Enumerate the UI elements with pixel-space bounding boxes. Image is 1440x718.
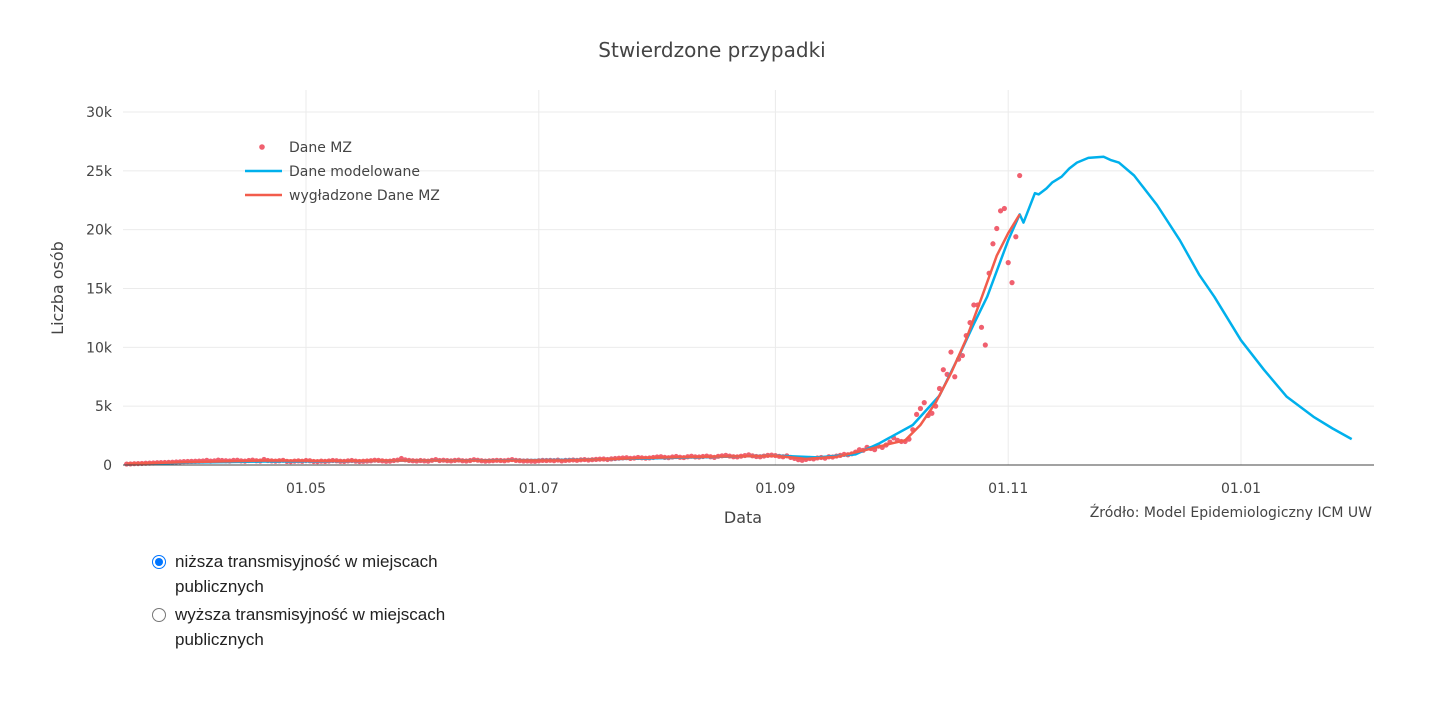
- data-point-dane-mz: [990, 241, 996, 247]
- data-point-dane-mz: [971, 302, 977, 308]
- legend[interactable]: Dane MZ Dane modelowane wygładzone Dane MZ: [245, 140, 440, 204]
- source-annotation: Źródło: Model Epidemiologiczny ICM UW: [1090, 503, 1372, 521]
- radio-option-lower-transmission[interactable]: niższa transmisyjność w miejscach public…: [150, 552, 465, 599]
- data-point-dane-mz: [1005, 260, 1011, 266]
- chart-title: Stwierdzone przypadki: [598, 38, 825, 62]
- data-point-dane-mz: [982, 342, 988, 348]
- data-point-dane-mz: [978, 324, 985, 330]
- data-point-dane-mz: [1009, 280, 1015, 286]
- series-line-wygladzone-dane-mz: [126, 213, 1021, 466]
- radio-label[interactable]: niższa transmisyjność w miejscach public…: [175, 552, 438, 596]
- legend-label: Dane MZ: [289, 140, 352, 156]
- scenario-radio-group: niższa transmisyjność w miejscach public…: [150, 552, 465, 658]
- legend-item[interactable]: wygładzone Dane MZ: [245, 188, 440, 204]
- data-point-dane-mz: [997, 208, 1004, 214]
- y-tick-label: 15k: [86, 282, 113, 298]
- data-point-dane-mz: [917, 405, 924, 412]
- x-tick-label: 01.01: [1221, 481, 1261, 497]
- data-point-dane-mz: [994, 225, 1000, 232]
- series-layer: [124, 155, 1353, 467]
- data-point-dane-mz: [948, 349, 954, 355]
- data-point-dane-mz: [936, 385, 943, 392]
- x-tick-label: 01.05: [286, 481, 326, 497]
- y-tick-label: 20k: [86, 223, 113, 239]
- data-point-dane-mz: [940, 367, 946, 373]
- y-tick-label: 25k: [86, 164, 113, 180]
- data-point-dane-mz: [921, 400, 927, 406]
- axes: 0 5k 10k 15k 20k 25k 30k 01.05 01.07 01.09 01.11 01…: [86, 105, 1374, 497]
- data-point-dane-mz: [952, 374, 958, 380]
- legend-item[interactable]: Dane MZ: [259, 140, 352, 156]
- legend-item[interactable]: Dane modelowane: [245, 164, 420, 180]
- legend-label: Dane modelowane: [289, 164, 420, 180]
- y-axis-label: Liczba osób: [48, 241, 67, 335]
- radio-button[interactable]: [152, 608, 166, 622]
- y-tick-label: 5k: [95, 399, 113, 415]
- data-point-dane-mz: [1017, 172, 1023, 179]
- x-tick-label: 01.11: [988, 481, 1028, 497]
- y-tick-label: 30k: [86, 105, 113, 121]
- data-point-dane-mz: [1013, 234, 1019, 240]
- x-axis-label: Data: [724, 508, 762, 527]
- legend-label: wygładzone Dane MZ: [289, 188, 440, 204]
- radio-label[interactable]: wyższa transmisyjność w miejscach public…: [175, 605, 446, 649]
- chart: 0 5k 10k 15k 20k 25k 30k 01.05 01.07 01.09 01.11 01…: [48, 38, 1374, 527]
- radio-button[interactable]: [152, 555, 166, 569]
- y-tick-label: 10k: [86, 340, 113, 356]
- grid: [123, 90, 1374, 465]
- x-tick-label: 01.07: [519, 481, 559, 497]
- x-tick-label: 01.09: [755, 481, 795, 497]
- data-point-dane-mz: [1001, 205, 1007, 212]
- y-tick-label: 0: [103, 458, 112, 474]
- legend-marker-icon: [259, 144, 265, 150]
- data-point-dane-mz: [914, 411, 920, 418]
- radio-option-higher-transmission[interactable]: wyższa transmisyjność w miejscach public…: [150, 605, 465, 652]
